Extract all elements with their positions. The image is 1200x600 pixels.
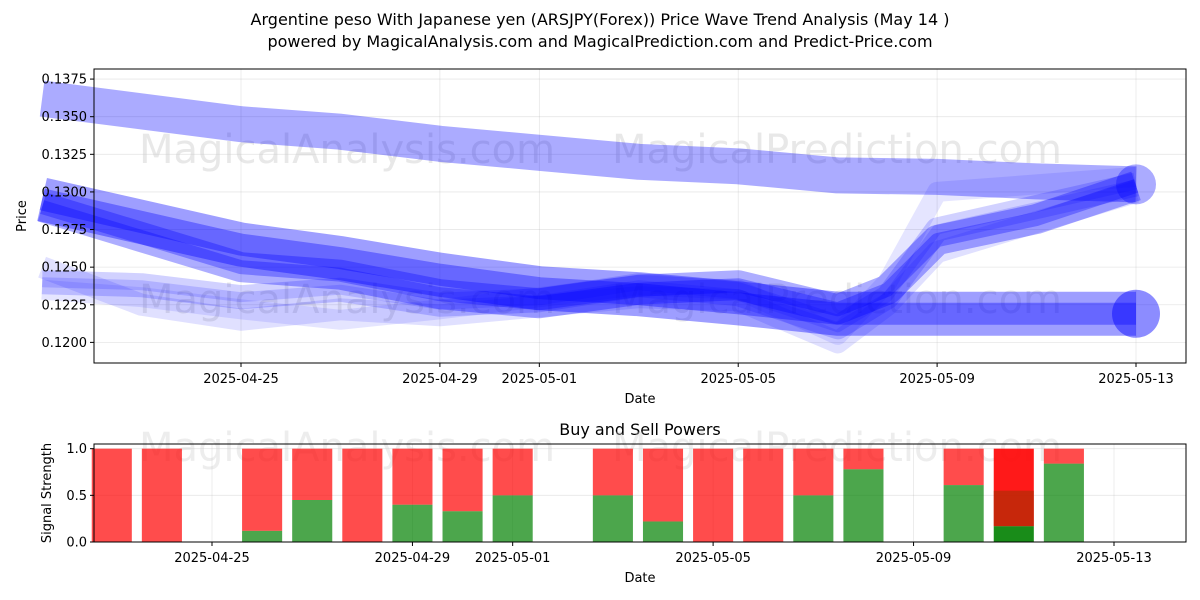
sell-bar — [91, 448, 132, 542]
buy-bar — [492, 495, 533, 542]
sell-bar — [843, 448, 884, 470]
x-tick-label: 2025-05-05 — [675, 551, 751, 566]
sell-bar — [342, 448, 383, 542]
watermark-text: MagicalAnalysis.com — [139, 127, 555, 173]
chart-subtitle: powered by MagicalAnalysis.com and Magic… — [267, 32, 933, 51]
price-x-axis-label: Date — [624, 392, 655, 407]
x-tick-label: 2025-05-01 — [502, 372, 578, 387]
power-bars — [91, 448, 1084, 542]
y-tick-label: 0.1375 — [42, 73, 88, 88]
buy-bar — [793, 495, 834, 542]
y-tick-label: 0.5 — [66, 489, 87, 504]
x-tick-label: 2025-05-05 — [700, 372, 776, 387]
power-plot-frame — [93, 443, 1187, 543]
sell-bar — [242, 448, 283, 531]
wave-band — [41, 179, 1138, 333]
sell-bar — [1043, 448, 1084, 464]
y-tick-label: 0.1200 — [42, 336, 88, 351]
wave-end-cap — [1116, 164, 1156, 205]
price-grid — [94, 69, 1186, 363]
buy-bar — [843, 469, 884, 542]
x-tick-label: 2025-04-29 — [375, 551, 451, 566]
sell-bar — [141, 448, 182, 542]
power-x-axis-label: Date — [624, 571, 655, 586]
y-tick-label: 0.1300 — [42, 185, 88, 200]
sell-bar — [592, 448, 633, 496]
y-tick-label: 0.1275 — [42, 223, 88, 238]
y-tick-label: 0.1350 — [42, 110, 88, 125]
wave-band — [39, 188, 1136, 325]
y-tick-label: 0.1225 — [42, 298, 88, 313]
x-tick-label: 2025-05-13 — [1076, 551, 1152, 566]
power-y-axis: 0.0 0.5 1.0 — [66, 442, 94, 551]
x-tick-label: 2025-04-25 — [203, 372, 279, 387]
price-y-axis-label: Price — [15, 200, 30, 232]
x-tick-label: 2025-04-29 — [402, 372, 478, 387]
buy-bar — [292, 500, 333, 542]
price-y-axis: 0.1200 0.1225 0.1250 0.1275 0.1300 0.1325 0.13… — [42, 73, 94, 351]
y-tick-label: 0.1250 — [42, 261, 88, 276]
sell-bar — [943, 448, 984, 486]
x-tick-label: 2025-05-09 — [876, 551, 952, 566]
buy-bar — [1043, 463, 1084, 542]
wave-end-cap — [1112, 289, 1160, 338]
x-tick-label: 2025-05-09 — [899, 372, 975, 387]
watermark-text: MagicalAnalysis.com — [139, 277, 555, 323]
buy-bar — [592, 495, 633, 542]
buy-bar — [392, 504, 433, 542]
watermark-text: MagicalPrediction.com — [612, 277, 1062, 323]
x-tick-label: 2025-05-13 — [1098, 372, 1174, 387]
watermark-text: MagicalPrediction.com — [612, 127, 1062, 173]
wave-band — [37, 171, 1141, 325]
sell-bar — [442, 448, 483, 512]
wave-band — [41, 166, 1137, 345]
x-tick-label: 2025-05-01 — [475, 551, 551, 566]
power-x-axis: 2025-04-25 2025-04-29 2025-05-01 2025-05-05… — [174, 542, 1152, 566]
wave-band — [41, 172, 1139, 340]
buy-bar — [993, 526, 1034, 542]
power-y-axis-label: Signal Strength — [40, 443, 55, 543]
y-tick-label: 1.0 — [66, 442, 87, 457]
sell-bar — [743, 448, 784, 542]
sell-bar — [392, 448, 433, 505]
wave-band — [39, 80, 1137, 203]
buy-bar — [242, 530, 283, 542]
wave-band — [40, 179, 1139, 317]
y-tick-label: 0.0 — [66, 536, 87, 551]
sell-bar — [642, 448, 684, 522]
sell-bar — [492, 448, 533, 496]
chart-title: Argentine peso With Japanese yen (ARSJPY… — [250, 10, 950, 29]
buy-bar — [642, 521, 684, 542]
wave-band — [38, 181, 1140, 354]
overlap-bar — [993, 490, 1034, 527]
sell-bar — [292, 448, 333, 500]
buy-bar — [943, 485, 984, 542]
price-wave-series — [37, 80, 1160, 354]
price-x-axis: 2025-04-25 2025-04-29 2025-05-01 2025-05-05… — [203, 363, 1174, 387]
price-chart: MagicalAnalysis.com MagicalPrediction.co… — [15, 68, 1187, 407]
watermark-text: MagicalPrediction.com — [612, 425, 1062, 471]
power-chart-title: Buy and Sell Powers — [559, 420, 721, 439]
price-plot-frame — [93, 68, 1187, 364]
wave-band — [37, 177, 1136, 336]
buy-bar — [442, 511, 483, 542]
price-watermarks: MagicalAnalysis.com MagicalPrediction.co… — [139, 127, 1062, 323]
x-tick-label: 2025-04-25 — [174, 551, 250, 566]
power-chart: Buy and Sell Powers MagicalAnalysis.com … — [40, 420, 1187, 586]
sell-bar — [793, 448, 834, 496]
y-tick-label: 0.1325 — [42, 148, 88, 163]
sell-bar — [693, 448, 734, 542]
price-plot-area — [94, 69, 1186, 363]
